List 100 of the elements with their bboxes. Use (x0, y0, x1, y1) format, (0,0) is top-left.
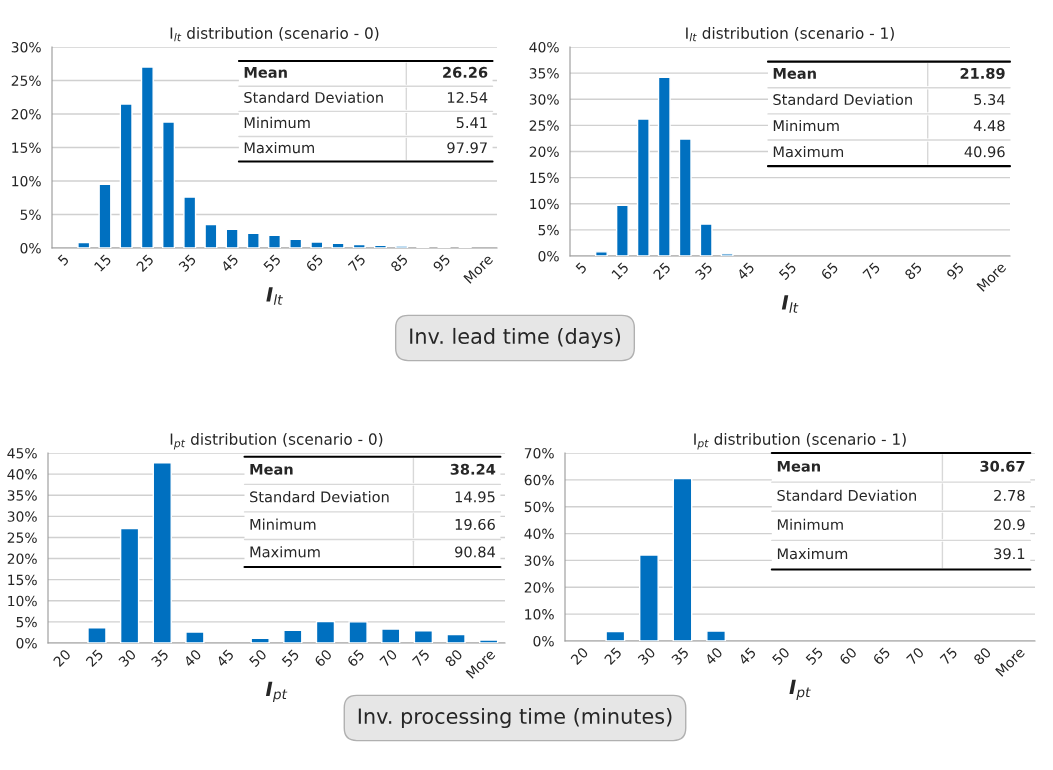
annotation: 12.54 (447, 91, 488, 103)
y-tick-label: 10% (530, 198, 559, 210)
y-tick-label: 50% (524, 501, 554, 513)
annotation: Mean (773, 68, 816, 79)
annotation: 5.34 (974, 94, 1005, 106)
x-tick-label: 55 (805, 647, 824, 666)
x-tick-label: 45 (215, 649, 235, 668)
x-tick-label: 75 (412, 649, 431, 668)
chart-title: I$_{lt}$ distribution (scenario - 0) (170, 27, 379, 42)
x-tick-label: 50 (248, 648, 268, 668)
annotation: 26.26 (443, 66, 488, 78)
y-tick-label: 35% (529, 68, 559, 79)
x-tick-label: 65 (346, 648, 365, 668)
x-axis-title: I$_{pt}$ (265, 681, 288, 702)
annotation: Minimum (250, 518, 316, 530)
annotation: 21.89 (960, 67, 1005, 79)
y-tick-label: 10% (525, 609, 554, 620)
y-tick-label: 25% (11, 75, 41, 86)
x-tick-label: 25 (603, 646, 623, 666)
x-tick-label: 50 (771, 646, 791, 666)
x-tick-label: 20 (570, 646, 589, 666)
annotation: Minimum (773, 119, 839, 132)
annotation: Minimum (777, 518, 843, 531)
x-tick-label: 55 (778, 262, 797, 281)
chart-title: I$_{lt}$ distribution (scenario - 1) (686, 27, 894, 42)
annotation: Mean (244, 67, 287, 78)
y-tick-label: 5% (538, 224, 559, 236)
x-tick-label: 45 (220, 254, 239, 273)
x-tick-label: 95 (432, 253, 451, 273)
x-tick-label: 65 (820, 261, 839, 281)
annotation: Standard Deviation (773, 93, 912, 106)
x-tick-label: 5 (57, 254, 70, 266)
annotation: Standard Deviation (250, 491, 389, 503)
chart-title: I$_{pt}$ distribution (scenario - 0) (170, 433, 383, 450)
y-tick-label: 40% (7, 469, 37, 480)
x-tick-label: 30 (118, 648, 137, 668)
x-axis-title: I$_{lt}$ (781, 295, 799, 313)
y-tick-label: 20% (7, 553, 37, 565)
x-tick-label: 75 (862, 262, 881, 281)
y-tick-label: 60% (524, 474, 554, 486)
y-tick-label: 15% (530, 172, 559, 184)
annotation: 97.97 (447, 142, 487, 154)
annotation: Maximum (773, 146, 844, 158)
x-tick-label: 25 (652, 261, 672, 281)
y-tick-label: 10% (12, 175, 41, 187)
annotation: 38.24 (450, 463, 496, 475)
text: Inv. processing time (minutes) (358, 707, 672, 729)
x-tick-label: 75 (939, 647, 958, 666)
x-tick-label: 55 (263, 254, 282, 273)
x-tick-label: 35 (150, 648, 169, 668)
annotation: 5.41 (456, 117, 487, 129)
y-tick-label: 0% (538, 250, 559, 262)
x-axis-title: I$_{pt}$ (789, 679, 811, 700)
y-tick-label: 40% (524, 528, 554, 540)
x-tick-label: 35 (694, 261, 713, 281)
x-tick-label: 35 (670, 646, 690, 666)
y-tick-label: 0% (533, 635, 554, 647)
y-tick-label: 5% (16, 616, 37, 628)
annotation: Maximum (777, 547, 848, 560)
x-tick-label: 25 (135, 253, 155, 273)
annotation: Standard Deviation (777, 489, 916, 501)
x-tick-label: 60 (313, 648, 333, 668)
x-tick-label: 40 (704, 646, 724, 666)
y-tick-label: 25% (7, 532, 37, 543)
y-tick-label: 20% (524, 582, 554, 593)
x-tick-label: 20 (52, 648, 72, 668)
annotation: 30.67 (980, 460, 1025, 472)
annotation: Mean (777, 460, 820, 472)
x-tick-label: 45 (737, 647, 757, 666)
y-tick-label: 30% (524, 555, 554, 566)
x-tick-label: 80 (972, 646, 992, 666)
x-tick-label: 5 (575, 262, 588, 274)
annotation: 14.95 (455, 491, 495, 503)
annotation: 20.9 (994, 519, 1025, 531)
y-tick-label: 40% (529, 41, 559, 53)
annotation: Mean (250, 463, 293, 475)
x-tick-label: 35 (178, 253, 197, 273)
x-tick-label: 70 (905, 646, 925, 666)
y-tick-label: 30% (7, 511, 37, 522)
annotation: Maximum (250, 546, 320, 558)
x-axis-title: I$_{lt}$ (266, 287, 283, 305)
x-tick-label: 15 (611, 262, 630, 280)
y-tick-label: 15% (12, 142, 41, 153)
y-tick-label: 30% (11, 41, 41, 53)
x-tick-label: 75 (347, 254, 367, 273)
annotation: 90.84 (455, 546, 496, 558)
x-tick-label: 80 (444, 648, 463, 668)
y-tick-label: 15% (8, 574, 37, 586)
y-tick-label: 0% (16, 637, 37, 649)
x-tick-label: 65 (872, 646, 891, 666)
y-tick-label: 35% (7, 490, 37, 501)
y-tick-label: 25% (529, 120, 559, 131)
annotation: Standard Deviation (244, 91, 383, 103)
text: Inv. lead time (days) (410, 327, 621, 349)
x-tick-label: 45 (736, 262, 755, 281)
x-tick-label: 55 (281, 649, 300, 668)
x-tick-label: 95 (945, 261, 965, 281)
annotation: Maximum (244, 141, 314, 154)
x-tick-label: 65 (305, 253, 324, 273)
x-tick-label: 40 (183, 648, 202, 668)
